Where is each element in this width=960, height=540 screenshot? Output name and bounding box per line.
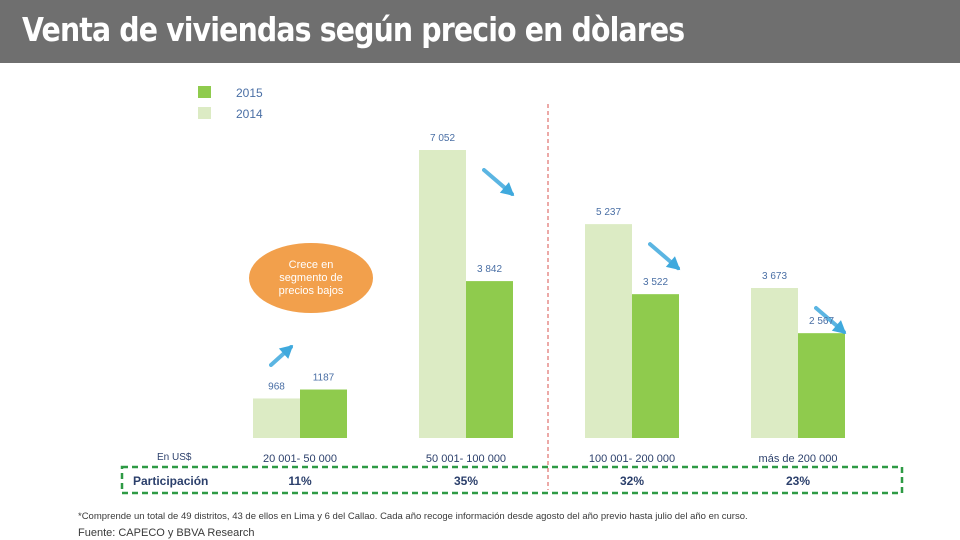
bar-2014 <box>751 287 798 438</box>
participation-value: 11% <box>288 474 312 488</box>
participation-label: Participación <box>133 474 208 488</box>
data-label-2014: 3 673 <box>762 271 787 282</box>
legend-swatch-2014 <box>198 107 211 119</box>
x-tick-label: más de 200 000 <box>759 453 838 465</box>
bar-2015 <box>466 281 513 438</box>
data-label-2014: 7 052 <box>430 133 455 144</box>
arrow-down-icon <box>482 168 515 196</box>
data-label-2014: 968 <box>268 381 285 392</box>
x-tick-label: 50 001- 100 000 <box>426 453 506 465</box>
trend-arrows <box>269 168 847 367</box>
callout-bubble: Crece en segmento de precios bajos <box>249 243 373 313</box>
data-label-2015: 3 842 <box>477 264 502 275</box>
footnote: *Comprende un total de 49 distritos, 43 … <box>78 511 748 522</box>
data-label-2015: 3 522 <box>643 277 668 288</box>
currency-label: En US$ <box>157 452 192 463</box>
participation-value: 23% <box>786 474 810 488</box>
data-label-2014: 5 237 <box>596 207 621 218</box>
bar-2014 <box>585 224 632 438</box>
category-axis: 20 001- 50 000 11% 50 001- 100 000 35% 100 0… <box>120 104 904 495</box>
x-tick-label: 100 001- 200 000 <box>589 453 675 465</box>
participation-value: 35% <box>454 474 478 488</box>
legend-swatch-2015 <box>198 86 211 98</box>
bar-2015 <box>300 389 347 438</box>
bar-2015 <box>632 294 679 438</box>
arrow-down-icon <box>814 305 847 334</box>
bar-chart: 2015 2014 968 1187 7 052 3 842 5 237 3 522 3 67… <box>120 86 904 495</box>
bars <box>253 150 845 438</box>
value-labels: 968 1187 7 052 3 842 5 237 3 522 3 673 2 567 <box>268 133 834 392</box>
arrow-down-icon <box>648 242 681 271</box>
title-bar: Venta de viviendas según precio en dòlar… <box>0 0 960 63</box>
source-note: Fuente: CAPECO y BBVA Research <box>78 527 255 539</box>
bar-2014 <box>419 150 466 438</box>
legend: 2015 2014 <box>198 86 263 121</box>
participation-value: 32% <box>620 474 644 488</box>
legend-label-2015: 2015 <box>236 86 263 100</box>
participation-box <box>120 465 904 495</box>
arrow-up-icon <box>269 344 294 367</box>
bar-2014 <box>253 398 300 438</box>
legend-label-2014: 2014 <box>236 107 263 121</box>
data-label-2015: 2 567 <box>809 316 834 327</box>
bar-2015 <box>798 333 845 438</box>
page-title: Venta de viviendas según precio en dòlar… <box>22 10 685 49</box>
x-tick-label: 20 001- 50 000 <box>263 453 337 465</box>
data-label-2015: 1187 <box>313 373 335 384</box>
